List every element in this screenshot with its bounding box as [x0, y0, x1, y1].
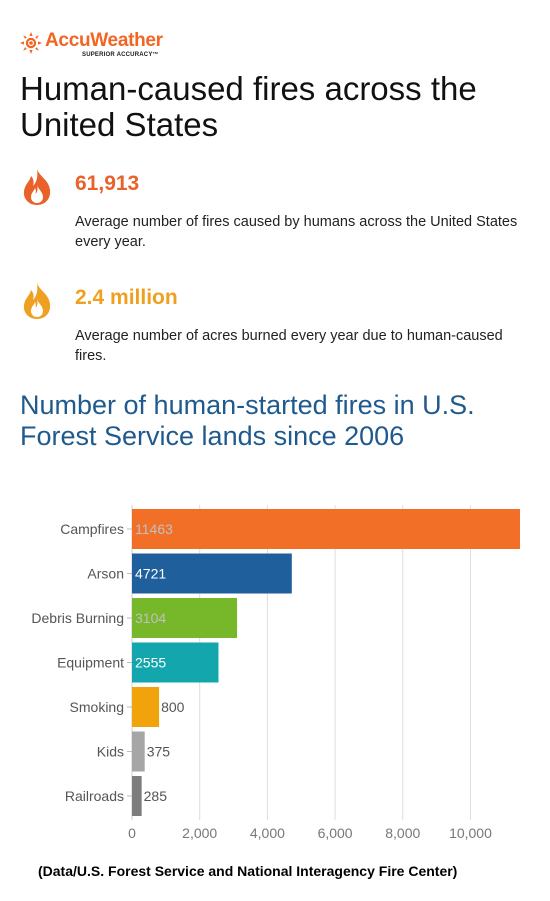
x-tick-label: 6,000	[318, 825, 353, 841]
bar	[132, 642, 219, 683]
page-title: Human-caused fires across the United Sta…	[20, 70, 477, 143]
category-label: Smoking	[70, 699, 124, 715]
stat-description: Average number of acres burned every yea…	[75, 328, 503, 364]
source-note: (Data/U.S. Forest Service and National I…	[38, 863, 458, 879]
category-label: Kids	[97, 744, 124, 760]
x-tick-label: 4,000	[250, 825, 285, 841]
value-label: 800	[161, 699, 185, 715]
bar-chart: 0 2,000 4,000 6,000 8,000 10,000 Campfires 1146…	[31, 505, 520, 841]
bar	[132, 553, 292, 594]
accuweather-logo: AccuWeather SUPERIOR ACCURACY™	[20, 30, 220, 60]
stat-value: 2.4 million	[75, 286, 178, 309]
value-label: 11463	[135, 521, 173, 537]
stat-description: Average number of fires caused by humans…	[75, 214, 518, 250]
bar	[132, 509, 520, 549]
value-label: 3104	[135, 610, 166, 626]
x-tick-label: 0	[128, 825, 136, 841]
flame-icon	[23, 169, 51, 205]
brand-name: AccuWeather	[45, 30, 163, 51]
flame-icon	[23, 283, 51, 319]
category-label: Arson	[87, 566, 124, 582]
brand-tagline: SUPERIOR ACCURACY™	[82, 52, 159, 58]
value-label: 4721	[135, 566, 166, 582]
category-label: Campfires	[60, 521, 124, 537]
value-label: 2555	[135, 655, 166, 671]
category-label: Equipment	[57, 655, 124, 671]
value-label: 285	[144, 788, 168, 804]
category-label: Railroads	[65, 788, 124, 804]
stat-value: 61,913	[75, 172, 140, 195]
bar	[132, 776, 142, 816]
category-label: Debris Burning	[31, 610, 124, 626]
sun-icon	[20, 32, 42, 54]
bar	[132, 731, 145, 772]
x-tick-label: 2,000	[182, 825, 217, 841]
x-tick-label: 8,000	[385, 825, 420, 841]
bar	[132, 598, 238, 638]
bar	[132, 687, 160, 727]
value-label: 375	[147, 744, 171, 760]
chart-title: Number of human-started fires in U.S. Fo…	[20, 390, 475, 451]
x-tick-label: 10,000	[449, 825, 492, 841]
